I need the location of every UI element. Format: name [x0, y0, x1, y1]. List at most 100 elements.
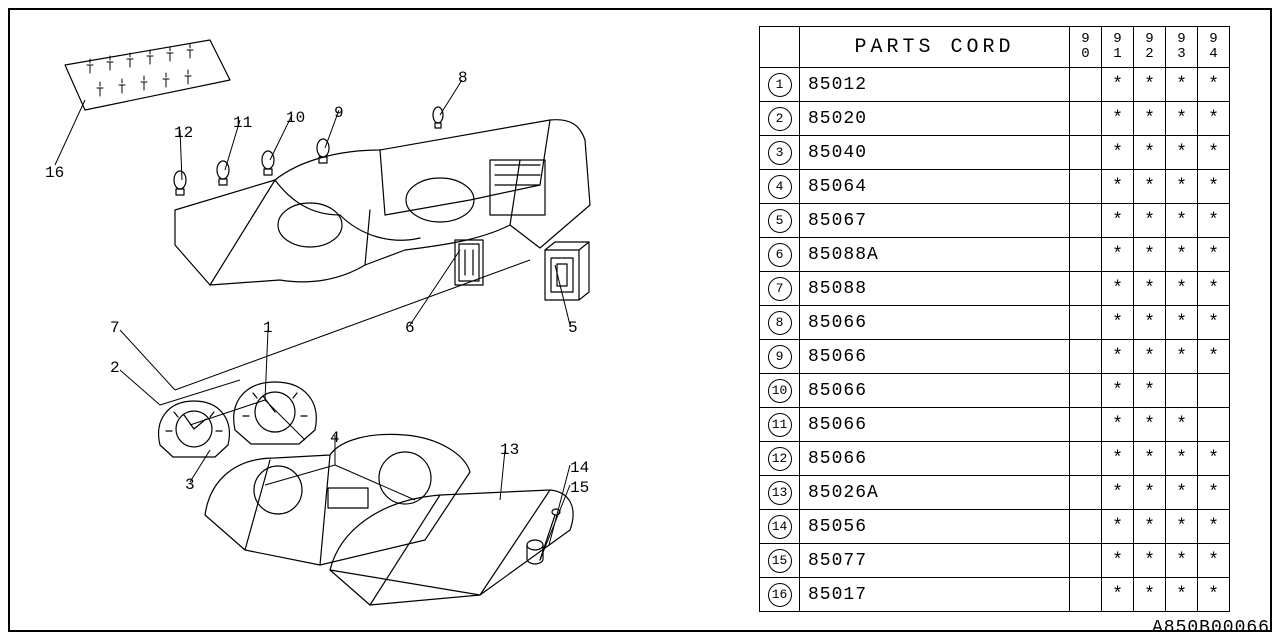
index-circle: 11	[768, 413, 792, 437]
table-row: 1085066**	[760, 374, 1230, 408]
part-code: 85040	[800, 136, 1070, 170]
year-mark: *	[1134, 136, 1166, 170]
index-circle: 1	[768, 73, 792, 97]
callout-10: 10	[286, 110, 305, 126]
year-mark	[1198, 374, 1230, 408]
figure-frame: 16121110987216534131415 PARTS CORD 90 91…	[8, 8, 1272, 632]
year-mark: *	[1102, 170, 1134, 204]
callout-7: 7	[110, 320, 120, 336]
year-mark: *	[1102, 578, 1134, 612]
exploded-diagram: 16121110987216534131415	[10, 10, 660, 634]
year-mark	[1070, 102, 1102, 136]
year-mark: *	[1134, 476, 1166, 510]
year-mark	[1070, 544, 1102, 578]
table-row: 385040****	[760, 136, 1230, 170]
year-mark: *	[1102, 510, 1134, 544]
year-mark: *	[1102, 476, 1134, 510]
year-mark	[1070, 476, 1102, 510]
part-code: 85088A	[800, 238, 1070, 272]
index-circle: 13	[768, 481, 792, 505]
year-mark: *	[1166, 442, 1198, 476]
year-mark: *	[1166, 578, 1198, 612]
part-code: 85077	[800, 544, 1070, 578]
year-mark: *	[1166, 272, 1198, 306]
callout-6: 6	[405, 320, 415, 336]
index-circle: 4	[768, 175, 792, 199]
year-mark	[1070, 510, 1102, 544]
year-mark: *	[1198, 544, 1230, 578]
year-mark: *	[1166, 136, 1198, 170]
year-mark: *	[1166, 170, 1198, 204]
year-mark: *	[1166, 102, 1198, 136]
callout-11: 11	[233, 115, 252, 131]
year-mark: *	[1102, 204, 1134, 238]
index-circle: 5	[768, 209, 792, 233]
callout-13: 13	[500, 442, 519, 458]
year-mark: *	[1134, 170, 1166, 204]
year-mark: *	[1134, 544, 1166, 578]
year-mark	[1070, 136, 1102, 170]
index-circle: 10	[768, 379, 792, 403]
part-code: 85012	[800, 68, 1070, 102]
callout-3: 3	[185, 477, 195, 493]
table-row: 285020****	[760, 102, 1230, 136]
index-circle: 2	[768, 107, 792, 131]
table-row: 1285066****	[760, 442, 1230, 476]
year-mark: *	[1166, 306, 1198, 340]
part-code: 85066	[800, 442, 1070, 476]
table-row: 185012****	[760, 68, 1230, 102]
year-mark: *	[1102, 442, 1134, 476]
year-mark: *	[1198, 510, 1230, 544]
row-index: 2	[760, 102, 800, 136]
year-mark: *	[1198, 204, 1230, 238]
year-mark	[1070, 306, 1102, 340]
callout-9: 9	[334, 105, 344, 121]
year-mark: *	[1134, 306, 1166, 340]
index-circle: 9	[768, 345, 792, 369]
header-year-91: 91	[1102, 27, 1134, 68]
row-index: 5	[760, 204, 800, 238]
header-blank	[760, 27, 800, 68]
year-mark: *	[1102, 68, 1134, 102]
year-mark: *	[1102, 340, 1134, 374]
table-row: 785088****	[760, 272, 1230, 306]
year-mark: *	[1166, 68, 1198, 102]
parts-table-header-row: PARTS CORD 90 91 92 93 94	[760, 27, 1230, 68]
index-circle: 6	[768, 243, 792, 267]
table-row: 685088A****	[760, 238, 1230, 272]
year-mark: *	[1134, 238, 1166, 272]
year-mark: *	[1102, 374, 1134, 408]
index-circle: 8	[768, 311, 792, 335]
row-index: 10	[760, 374, 800, 408]
year-mark: *	[1198, 136, 1230, 170]
year-mark	[1070, 408, 1102, 442]
year-mark: *	[1134, 578, 1166, 612]
year-mark: *	[1198, 272, 1230, 306]
year-mark: *	[1134, 68, 1166, 102]
year-mark: *	[1134, 272, 1166, 306]
table-row: 1385026A****	[760, 476, 1230, 510]
row-index: 12	[760, 442, 800, 476]
row-index: 4	[760, 170, 800, 204]
table-row: 1685017****	[760, 578, 1230, 612]
year-mark	[1070, 340, 1102, 374]
callout-5: 5	[568, 320, 578, 336]
table-row: 1185066***	[760, 408, 1230, 442]
year-mark: *	[1166, 476, 1198, 510]
year-mark: *	[1134, 442, 1166, 476]
part-code: 85066	[800, 340, 1070, 374]
table-row: 485064****	[760, 170, 1230, 204]
year-mark: *	[1166, 544, 1198, 578]
table-row: 985066****	[760, 340, 1230, 374]
year-mark	[1070, 238, 1102, 272]
year-mark: *	[1198, 578, 1230, 612]
header-parts-cord: PARTS CORD	[800, 27, 1070, 68]
row-index: 9	[760, 340, 800, 374]
table-row: 1485056****	[760, 510, 1230, 544]
year-mark: *	[1102, 408, 1134, 442]
year-mark: *	[1166, 340, 1198, 374]
row-index: 11	[760, 408, 800, 442]
year-mark	[1070, 272, 1102, 306]
year-mark: *	[1166, 238, 1198, 272]
index-circle: 16	[768, 583, 792, 607]
